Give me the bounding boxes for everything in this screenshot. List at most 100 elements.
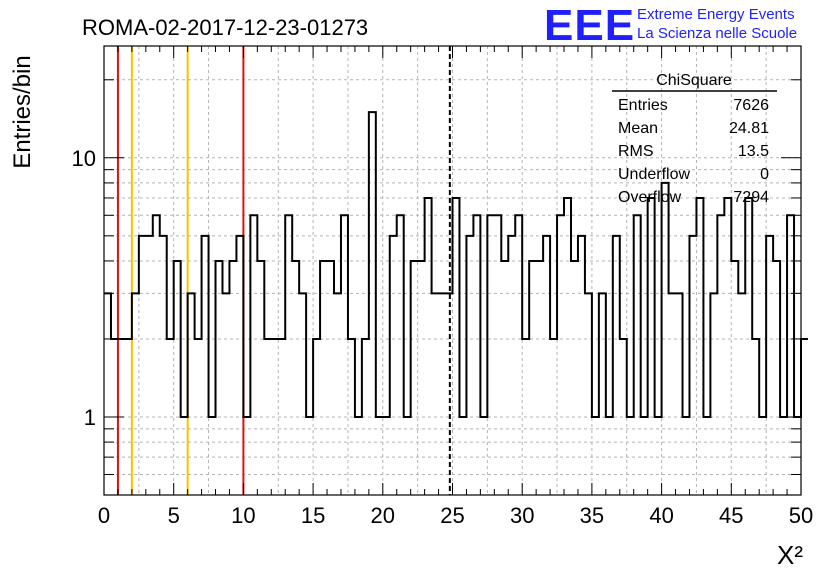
histogram-bin [571, 261, 578, 495]
histogram-bin [243, 417, 250, 495]
histogram-bin [125, 339, 132, 495]
histogram-bin [195, 339, 202, 495]
histogram-bin [480, 417, 487, 495]
eee-logo: EEE Extreme Energy Events La Scienza nel… [544, 1, 797, 50]
x-tick-label: 25 [440, 503, 464, 528]
stats-value: 7626 [733, 97, 769, 114]
stats-value: 13.5 [738, 143, 769, 160]
histogram-bin [801, 339, 808, 495]
histogram-bin [292, 261, 299, 495]
histogram-bin [641, 417, 648, 495]
histogram-bin [683, 417, 690, 495]
histogram-bin [236, 236, 243, 495]
histogram-bin [745, 198, 752, 495]
histogram-bin [278, 339, 285, 495]
histogram-bin [557, 215, 564, 495]
histogram-bin [320, 261, 327, 495]
histogram-bin [648, 198, 655, 495]
histogram-bin [710, 293, 717, 495]
histogram-bin [550, 339, 557, 495]
histogram-bin [174, 261, 181, 495]
histogram-bin [383, 417, 390, 495]
histogram-bin [578, 236, 585, 495]
x-tick-label: 40 [649, 503, 673, 528]
histogram-bin [724, 198, 731, 495]
y-tick-label: 1 [84, 405, 96, 430]
x-tick-label: 35 [580, 503, 604, 528]
histogram-bin [216, 261, 223, 495]
histogram-bin [446, 293, 453, 495]
histogram-bin [257, 261, 264, 495]
histogram-bin [313, 339, 320, 495]
x-tick-label: 10 [231, 503, 255, 528]
stats-value: 7294 [733, 189, 769, 206]
histogram-bin [508, 236, 515, 495]
histogram-bin [620, 339, 627, 495]
stats-label: Underflow [618, 166, 690, 183]
histogram-bin [153, 215, 160, 495]
histogram-bin [466, 236, 473, 495]
histogram-bin [731, 261, 738, 495]
histogram-bin [662, 183, 669, 495]
x-tick-label: 20 [371, 503, 395, 528]
histogram-bin [703, 417, 710, 495]
histogram-bin [752, 339, 759, 495]
histogram-bin [529, 261, 536, 495]
histogram-bin [696, 198, 703, 495]
histogram-bars [104, 111, 808, 495]
histogram-bin [459, 417, 466, 495]
histogram-bin [188, 293, 195, 495]
histogram-bin [104, 293, 111, 495]
y-tick-label: 10 [72, 146, 96, 171]
histogram-bin [132, 293, 139, 495]
histogram-bin [536, 261, 543, 495]
histogram-bin [425, 198, 432, 495]
histogram-outline [104, 111, 808, 418]
histogram-bin [369, 112, 376, 495]
x-tick-label: 50 [789, 503, 813, 528]
histogram-bin [473, 215, 480, 495]
histogram-bin [787, 215, 794, 495]
histogram-bin [209, 417, 216, 495]
histogram-bin [501, 261, 508, 495]
x-tick-label: 5 [168, 503, 180, 528]
histogram-bin [522, 339, 529, 495]
stats-name: ChiSquare [656, 72, 732, 89]
histogram-bin [432, 293, 439, 495]
histogram-bin [418, 261, 425, 495]
histogram-bin [202, 236, 209, 495]
x-tick-label: 15 [301, 503, 325, 528]
histogram-bin [780, 417, 787, 495]
histogram-bin [404, 417, 411, 495]
histogram-bin [585, 293, 592, 495]
histogram-bin [376, 417, 383, 495]
histogram-bin [592, 417, 599, 495]
histogram-bin [773, 261, 780, 495]
histogram-bin [327, 261, 334, 495]
histogram-bin [362, 339, 369, 495]
histogram-bin [689, 236, 696, 495]
x-tick-label: 0 [98, 503, 110, 528]
histogram-bin [439, 293, 446, 495]
histogram-bin [390, 236, 397, 495]
histogram-bin [543, 236, 550, 495]
histogram-bin [285, 215, 292, 495]
histogram-bin [634, 215, 641, 495]
histogram-bin [766, 236, 773, 495]
histogram-bin [397, 215, 404, 495]
histogram-bin [229, 261, 236, 495]
histogram-bin [146, 236, 153, 495]
y-axis-label: Entries/bin [9, 55, 36, 168]
histogram-bin [627, 417, 634, 495]
histogram-bin [167, 339, 174, 495]
histogram-bin [334, 293, 341, 495]
histogram-bin [599, 293, 606, 495]
logo-line-2: La Scienza nelle Scuole [637, 25, 797, 42]
histogram-bin [669, 293, 676, 495]
histogram-bin [564, 198, 571, 495]
histogram-bin [717, 215, 724, 495]
statistics-box: ChiSquare Entries 7626 Mean 24.81 RMS 13.5 Und… [612, 72, 777, 206]
histogram-bin [676, 293, 683, 495]
stats-value: 24.81 [729, 120, 769, 137]
